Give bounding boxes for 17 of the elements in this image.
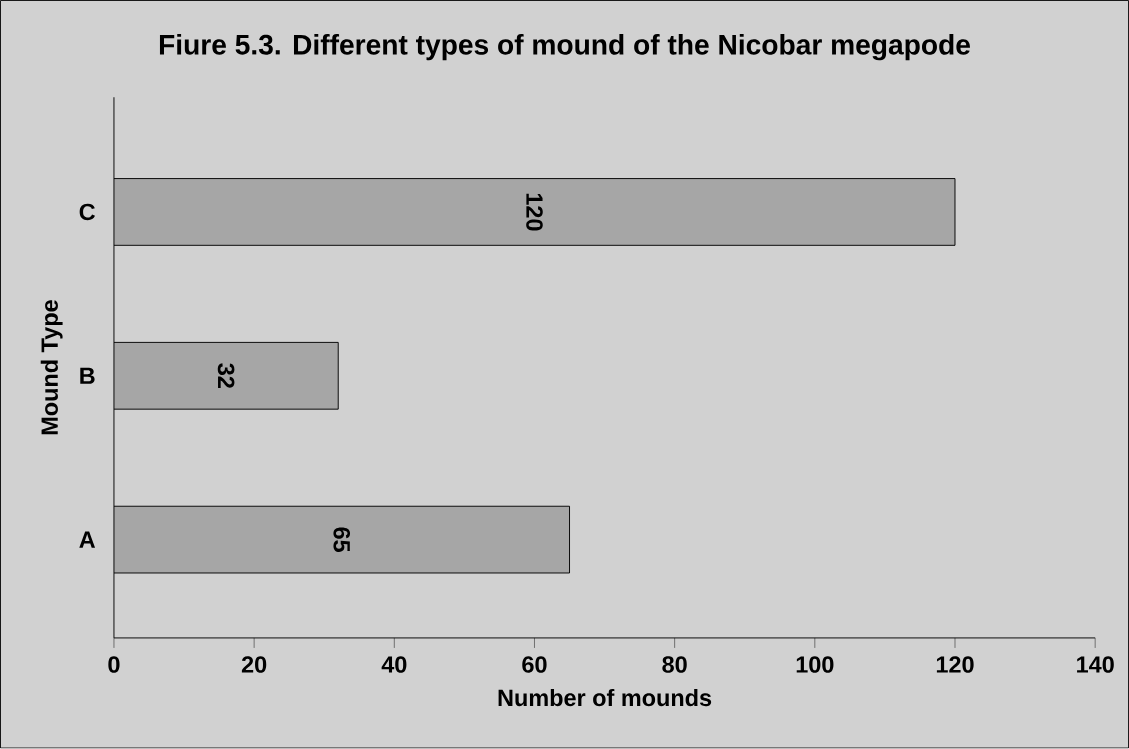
x-tick-label: 0	[108, 656, 120, 674]
x-tick-label: 140	[1077, 656, 1114, 674]
x-tick-label: 100	[796, 656, 834, 674]
x-tick-label: 40	[381, 656, 407, 674]
x-tick-label: 20	[241, 656, 267, 674]
y-tick-label: C	[79, 203, 96, 221]
x-tick-label: 80	[662, 656, 687, 674]
x-axis-title: Number of mounds	[498, 689, 712, 707]
data-label: 65	[333, 527, 351, 553]
y-axis-title: Mound Type	[40, 300, 63, 435]
x-tick-label: 120	[936, 656, 974, 674]
data-label: 32	[217, 363, 235, 389]
chart-title: Fiure 5.3. Different types of mound of the Nicobar megapode	[159, 34, 970, 61]
data-label: 120	[526, 194, 543, 231]
y-tick-label: B	[80, 367, 95, 385]
y-tick-label: A	[79, 531, 96, 548]
x-tick-label: 60	[522, 656, 547, 674]
